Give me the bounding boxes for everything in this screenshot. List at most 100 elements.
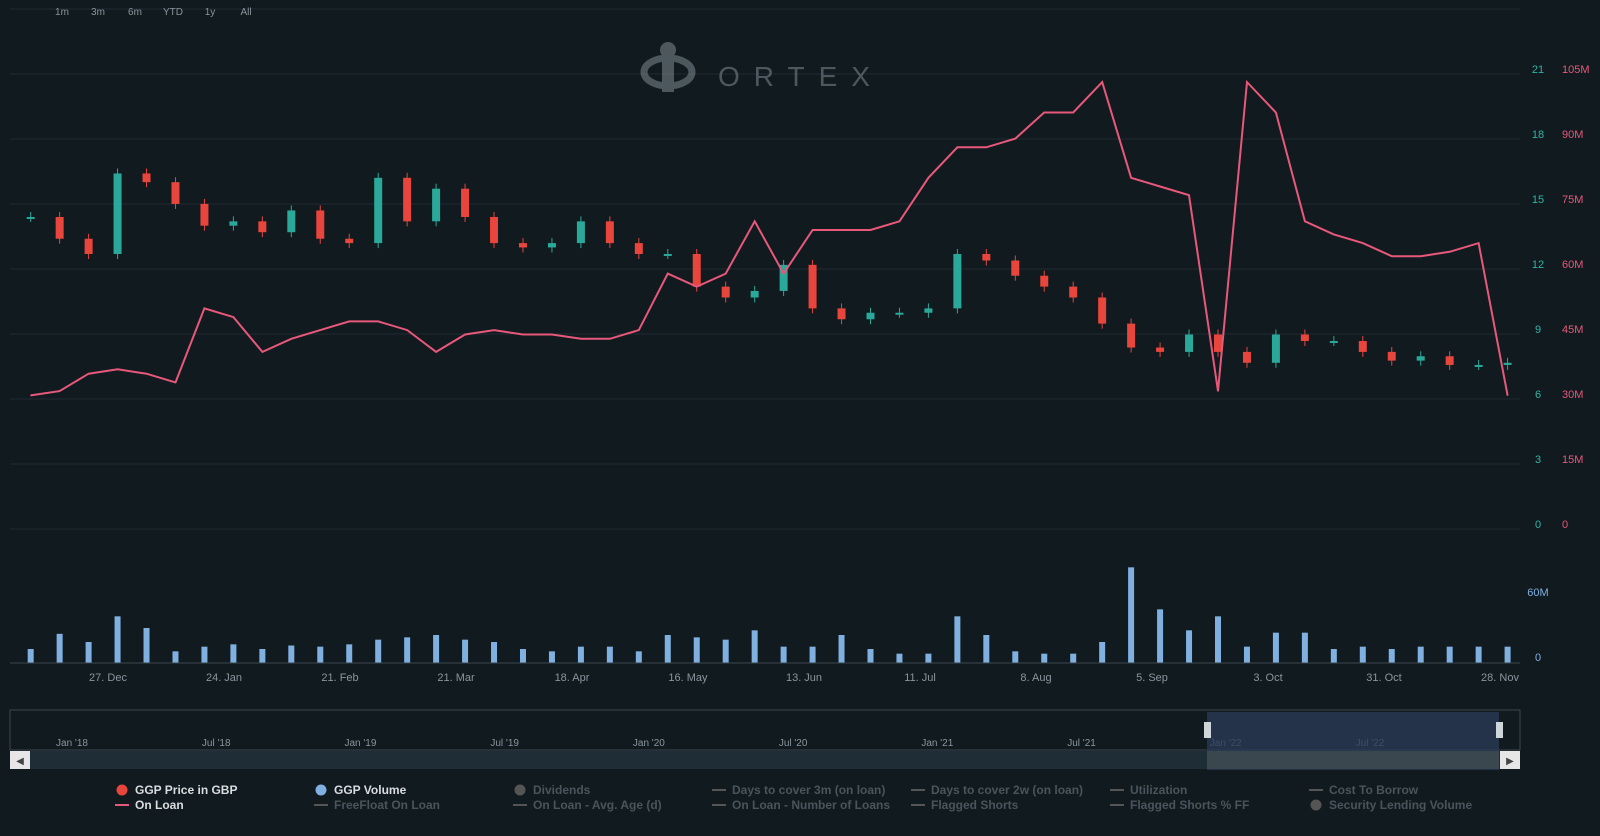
price-candle bbox=[750, 290, 759, 298]
price-axis: 21 18 15 12 9 6 3 0 bbox=[1532, 64, 1544, 531]
volume-bar bbox=[867, 649, 874, 663]
on-loan-point bbox=[203, 307, 206, 309]
price-candle bbox=[895, 312, 904, 315]
chevron-right-icon: ▶ bbox=[1506, 756, 1514, 767]
volume-bar bbox=[1504, 646, 1511, 663]
price-candle bbox=[1474, 364, 1483, 367]
volume-bar bbox=[1070, 653, 1077, 663]
navigator-tick-label: Jul '19 bbox=[490, 738, 519, 749]
on-loan-tick-label: 90M bbox=[1562, 129, 1583, 141]
price-candle bbox=[113, 173, 122, 254]
x-tick-label: 16. May bbox=[668, 672, 708, 684]
legend-item[interactable]: GGP Price in GBP bbox=[116, 783, 238, 797]
range-button-all[interactable]: All bbox=[240, 7, 251, 18]
volume-bar bbox=[1417, 646, 1424, 663]
price-candle bbox=[1329, 341, 1338, 344]
on-loan-point bbox=[1391, 255, 1393, 257]
legend-label: GGP Volume bbox=[334, 783, 407, 797]
price-candle bbox=[490, 216, 499, 244]
on-loan-point bbox=[725, 272, 727, 275]
volume-bar bbox=[519, 649, 526, 663]
legend-item[interactable]: Days to cover 3m (on loan) bbox=[712, 783, 885, 797]
range-button-3m[interactable]: 3m bbox=[91, 7, 105, 18]
on-loan-point bbox=[232, 316, 234, 318]
volume-bar bbox=[1041, 653, 1048, 663]
legend-item[interactable]: Utilization bbox=[1110, 783, 1187, 797]
volume-bar bbox=[288, 645, 295, 663]
price-candle bbox=[721, 286, 730, 298]
volume-bar bbox=[259, 649, 266, 663]
volume-tick-label: 60M bbox=[1527, 587, 1548, 599]
scrollbar-thumb[interactable] bbox=[1207, 751, 1499, 769]
legend-item[interactable]: On Loan - Avg. Age (d) bbox=[513, 798, 662, 812]
price-candle bbox=[171, 182, 180, 204]
legend-item[interactable]: Days to cover 2w (on loan) bbox=[911, 783, 1083, 797]
price-candle bbox=[316, 210, 325, 239]
price-candle bbox=[837, 308, 846, 320]
legend-item[interactable]: Dividends bbox=[514, 783, 591, 797]
price-tick-label: 6 bbox=[1535, 389, 1541, 401]
x-tick-label: 13. Jun bbox=[786, 672, 822, 684]
on-loan-point bbox=[580, 338, 582, 340]
volume-bar bbox=[1359, 646, 1366, 663]
price-candle bbox=[200, 203, 209, 226]
volume-bar bbox=[462, 639, 469, 663]
price-candle bbox=[1098, 297, 1107, 324]
on-loan-tick-label: 105M bbox=[1562, 64, 1590, 76]
range-button-ytd[interactable]: YTD bbox=[163, 7, 183, 18]
on-loan-point bbox=[1130, 177, 1132, 179]
price-candle bbox=[1185, 334, 1194, 352]
range-button-6m[interactable]: 6m bbox=[128, 7, 142, 18]
volume-bar bbox=[1330, 649, 1337, 663]
x-tick-label: 27. Dec bbox=[89, 672, 127, 684]
legend-item[interactable]: GGP Volume bbox=[315, 783, 407, 797]
legend-label: On Loan - Avg. Age (d) bbox=[533, 798, 662, 812]
volume-bar bbox=[375, 639, 382, 663]
legend-label: Cost To Borrow bbox=[1329, 783, 1419, 797]
price-tick-label: 21 bbox=[1532, 64, 1544, 76]
x-tick-label: 31. Oct bbox=[1366, 672, 1401, 684]
scroll-left-button[interactable] bbox=[10, 751, 30, 769]
legend-item[interactable]: On Loan - Number of Loans bbox=[712, 798, 890, 812]
on-loan-point bbox=[551, 333, 553, 336]
price-tick-label: 9 bbox=[1535, 324, 1541, 336]
scroll-right-button[interactable] bbox=[1500, 751, 1520, 769]
on-loan-point bbox=[88, 373, 90, 375]
legend-item[interactable]: Cost To Borrow bbox=[1309, 783, 1419, 797]
price-candle bbox=[866, 312, 875, 320]
legend-item[interactable]: Flagged Shorts % FF bbox=[1110, 798, 1249, 812]
volume-bar bbox=[577, 646, 584, 663]
navigator[interactable]: Jan '18 Jul '18 Jan '19 Jul '19 Jan '20 Jul '… bbox=[9, 709, 1521, 770]
volume-bar bbox=[1272, 632, 1279, 663]
volume-bar bbox=[548, 651, 555, 663]
navigator-tick-label: Jan '21 bbox=[921, 738, 953, 749]
on-loan-point bbox=[290, 338, 292, 340]
x-tick-label: 3. Oct bbox=[1253, 672, 1282, 684]
navigator-scrollbar[interactable] bbox=[10, 751, 1520, 769]
navigator-left-handle[interactable] bbox=[1204, 722, 1211, 738]
price-candle bbox=[1271, 334, 1280, 363]
on-loan-point bbox=[377, 320, 379, 323]
on-loan-tick-label: 60M bbox=[1562, 259, 1583, 271]
price-candle bbox=[605, 221, 614, 244]
navigator-tick-label: Jul '21 bbox=[1067, 738, 1096, 749]
price-candle bbox=[287, 210, 296, 233]
price-candle bbox=[1416, 356, 1425, 361]
legend-item[interactable]: Security Lending Volume bbox=[1310, 798, 1473, 812]
legend-item[interactable]: FreeFloat On Loan bbox=[314, 798, 440, 812]
volume-bar bbox=[404, 637, 411, 663]
volume-bar bbox=[201, 646, 208, 663]
volume-bar bbox=[1099, 642, 1106, 663]
price-tick-label: 18 bbox=[1532, 129, 1544, 141]
on-loan-tick-label: 75M bbox=[1562, 194, 1583, 206]
range-button-1y[interactable]: 1y bbox=[205, 7, 216, 18]
range-button-1m[interactable]: 1m bbox=[55, 7, 69, 18]
legend-item[interactable]: On Loan bbox=[115, 798, 184, 812]
navigator-right-handle[interactable] bbox=[1496, 722, 1503, 738]
on-loan-point bbox=[145, 373, 148, 375]
on-loan-point bbox=[696, 286, 698, 288]
price-candle bbox=[461, 188, 470, 217]
on-loan-point bbox=[1275, 111, 1277, 114]
legend-item[interactable]: Flagged Shorts bbox=[911, 798, 1019, 812]
navigator-tick-label: Jan '19 bbox=[344, 738, 376, 749]
